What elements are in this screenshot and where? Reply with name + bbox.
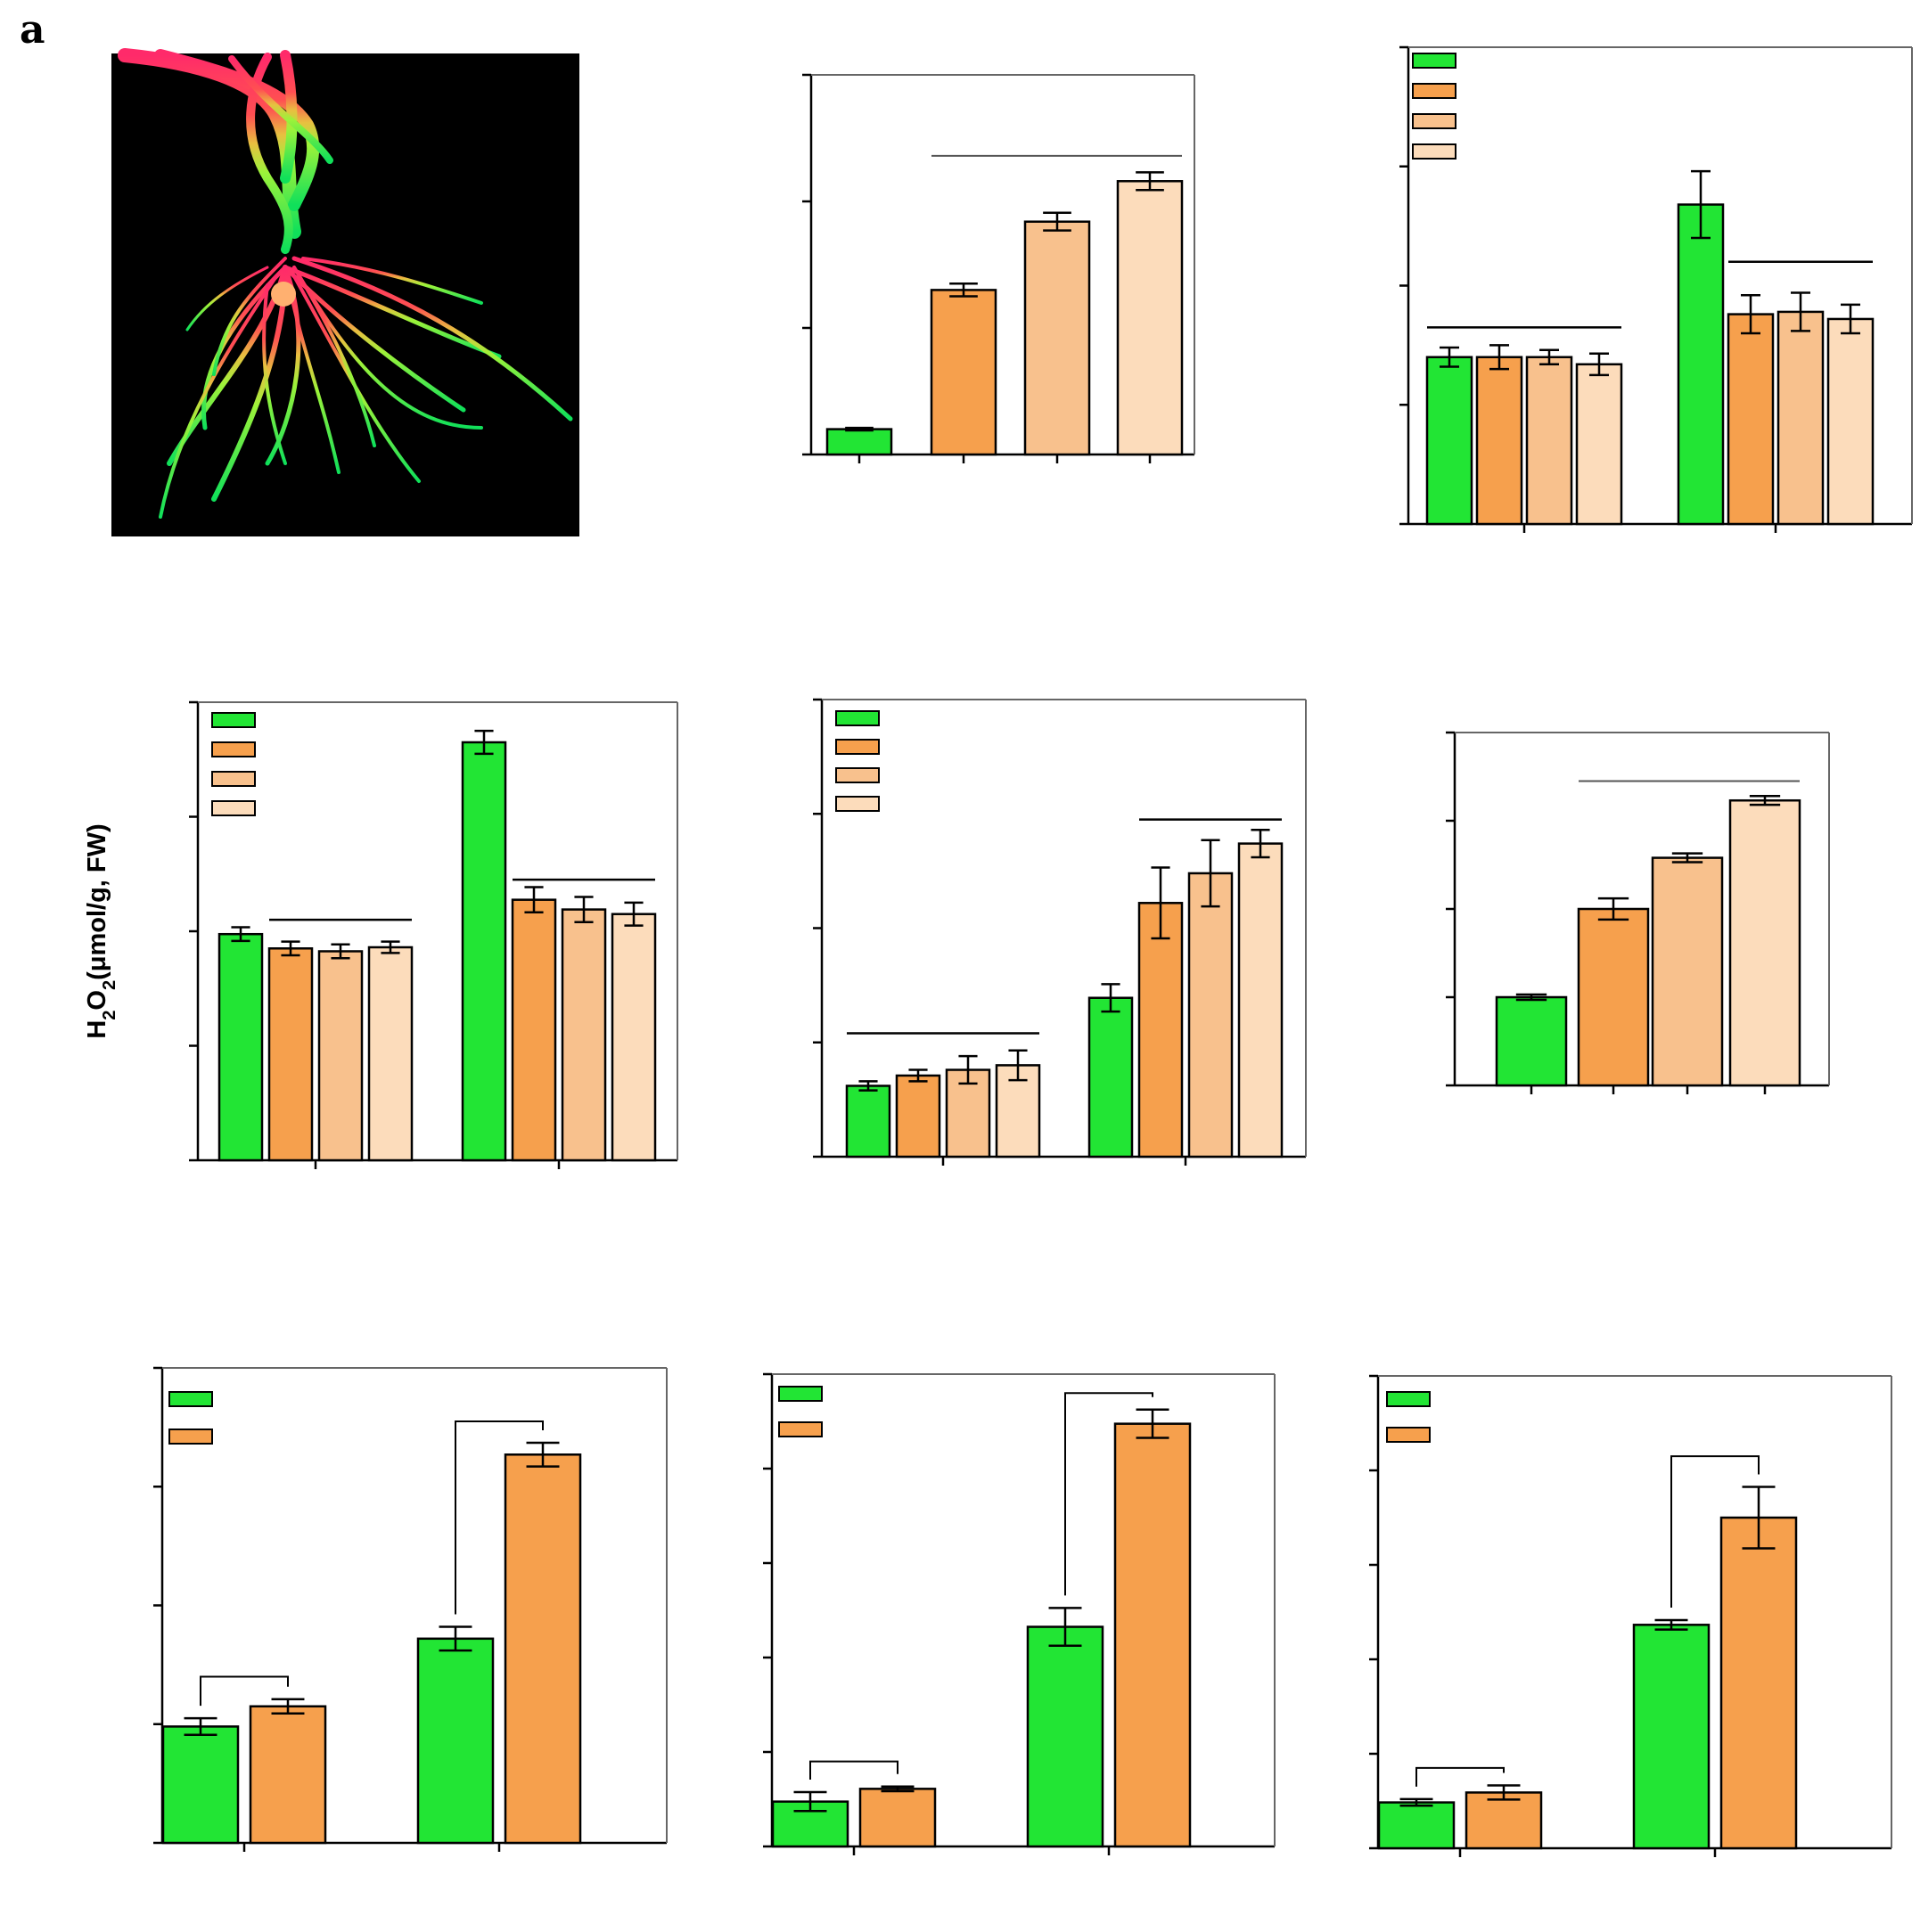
bar-g2-HS-1: [1113, 1422, 1192, 1848]
bar-c-HS-1: [1727, 313, 1775, 526]
bar-e-HS-1: [1137, 902, 1184, 1158]
legend-swatch: [1386, 1427, 1431, 1443]
legend-swatch: [835, 739, 880, 755]
bar-g2-HS-0: [1026, 1625, 1104, 1848]
bar-d-HS-1: [511, 898, 557, 1162]
y-axis-label-part: 2: [100, 980, 119, 990]
bar-c-HS-3: [1826, 317, 1875, 526]
bar-f-1: [1577, 907, 1650, 1087]
legend-swatch: [835, 710, 880, 726]
legend-swatch: [211, 712, 256, 728]
legend-swatch: [211, 771, 256, 787]
chart-d-h2o2: H2O2(μmol/g, FW): [83, 700, 678, 1169]
y-axis-label-part: H: [83, 1020, 111, 1039]
legend-swatch: [211, 741, 256, 757]
chart-g-bcdreb2a: [153, 1366, 668, 1852]
bar-c-RT-0: [1425, 356, 1473, 526]
y-axis-label-part: O: [83, 990, 111, 1011]
bar-e-RT-1: [895, 1074, 941, 1158]
bar-g1-RT-1: [249, 1705, 327, 1845]
bar-f-0: [1495, 995, 1568, 1087]
bar-g3-HS-1: [1719, 1516, 1798, 1850]
bar-e-HS-0: [1087, 996, 1134, 1158]
y-axis-label: H2O2(μmol/g, FW): [83, 823, 119, 1038]
bar-c-RT-3: [1575, 363, 1623, 526]
legend-swatch: [1386, 1391, 1431, 1407]
bar-c-RT-1: [1475, 356, 1523, 526]
bar-g3-HS-0: [1632, 1624, 1711, 1850]
legend-swatch: [1412, 143, 1456, 160]
significance-bracket: [809, 1760, 898, 1781]
bar-g1-RT-0: [161, 1725, 240, 1845]
legend-swatch: [835, 767, 880, 783]
bar-c-RT-2: [1525, 356, 1573, 526]
legend-swatch: [1412, 83, 1456, 99]
bar-g3-RT-1: [1465, 1791, 1543, 1850]
bar-b-0: [825, 428, 893, 456]
photo-background: [111, 53, 579, 536]
y-axis-label-part: 2: [100, 1011, 119, 1020]
chart-f-bccat2: [1446, 731, 1830, 1094]
bar-f-3: [1728, 798, 1801, 1087]
bar-c-HS-0: [1677, 203, 1725, 526]
significance-bracket: [1670, 1455, 1760, 1609]
legend-swatch: [1412, 53, 1456, 69]
bar-g1-HS-0: [416, 1637, 495, 1845]
legend-swatch: [168, 1429, 213, 1445]
legend-swatch: [778, 1421, 823, 1437]
bar-d-RT-0: [217, 932, 264, 1162]
legend-swatch: [835, 796, 880, 812]
legend-swatch: [211, 800, 256, 816]
bar-e-HS-2: [1187, 872, 1234, 1158]
bar-g2-RT-1: [858, 1788, 937, 1848]
plant-photo: [111, 48, 579, 536]
bar-e-HS-3: [1237, 842, 1284, 1158]
bar-b-3: [1116, 180, 1184, 456]
bar-d-HS-0: [461, 741, 507, 1162]
chart-g-bcgols1: [1369, 1374, 1892, 1857]
bar-e-RT-0: [845, 1085, 891, 1158]
bar-d-RT-1: [267, 947, 314, 1162]
significance-bracket: [1064, 1392, 1153, 1596]
chart-b-relative-expression: [802, 73, 1195, 463]
bar-b-2: [1023, 220, 1091, 456]
panel-label-a: a: [20, 7, 45, 53]
y-axis-label-part: (μmol/g, FW): [83, 823, 111, 980]
chart-e-cat: [813, 698, 1307, 1166]
bar-d-RT-2: [317, 950, 364, 1162]
significance-bracket: [455, 1420, 544, 1615]
chart-c-mda: [1399, 45, 1913, 533]
bar-d-RT-3: [367, 946, 414, 1162]
root-crown: [271, 282, 296, 307]
legend-swatch: [168, 1391, 213, 1407]
bar-c-HS-2: [1776, 310, 1825, 526]
legend-swatch: [1412, 113, 1456, 129]
significance-bracket: [1415, 1766, 1505, 1787]
bar-f-2: [1651, 856, 1724, 1087]
significance-bracket: [200, 1675, 289, 1707]
bar-g1-HS-1: [504, 1453, 582, 1845]
bar-d-HS-2: [561, 908, 607, 1162]
legend-swatch: [778, 1386, 823, 1402]
bar-b-1: [930, 289, 997, 456]
bar-g3-RT-0: [1377, 1801, 1456, 1850]
bar-d-HS-3: [611, 913, 657, 1162]
chart-g-bchsfa2: [763, 1372, 1276, 1855]
